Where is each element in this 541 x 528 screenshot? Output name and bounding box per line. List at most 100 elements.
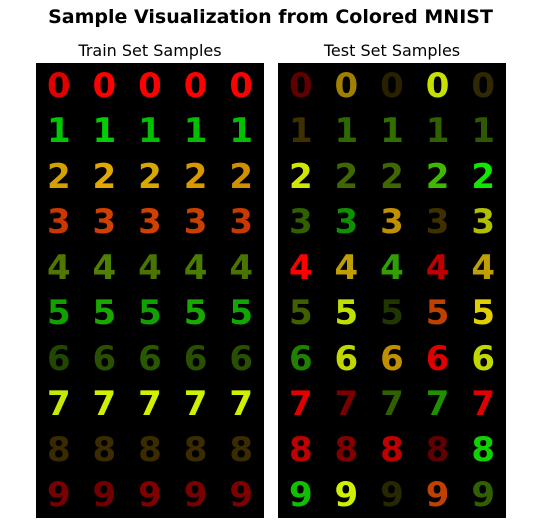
train-panel-title: Train Set Samples (78, 41, 222, 60)
digit-sample-test: 9 (288, 475, 313, 516)
digit-sample-test: 6 (380, 338, 404, 379)
digit-sample-train: 9 (46, 475, 71, 516)
digit-sample-train: 1 (183, 111, 208, 152)
digit-sample-train: 0 (92, 65, 117, 106)
digit-sample-train: 4 (229, 247, 254, 288)
digit-sample-test: 1 (334, 111, 359, 152)
digit-sample-train: 3 (92, 202, 117, 243)
digit-sample-train: 8 (183, 429, 208, 470)
digit-sample-train: 2 (138, 156, 162, 197)
digit-sample-test: 6 (425, 338, 450, 379)
digit-sample-test: 5 (425, 293, 450, 334)
digit-sample-train: 0 (229, 65, 254, 106)
digit-sample-train: 8 (229, 429, 254, 470)
digit-sample-test: 8 (471, 429, 496, 470)
digit-sample-test: 5 (334, 293, 359, 334)
digit-sample-train: 7 (138, 384, 162, 425)
digit-sample-train: 9 (92, 475, 117, 516)
digit-sample-test: 2 (471, 156, 496, 197)
digit-sample-test: 5 (380, 293, 404, 334)
digit-sample-train: 6 (229, 338, 254, 379)
digit-sample-test: 0 (288, 65, 313, 106)
digit-sample-test: 8 (425, 429, 450, 470)
digit-sample-test: 4 (425, 247, 450, 288)
digit-sample-test: 9 (334, 475, 359, 516)
digit-sample-train: 3 (138, 202, 162, 243)
digit-sample-train: 4 (138, 247, 162, 288)
digit-sample-train: 0 (46, 65, 71, 106)
digit-sample-train: 4 (183, 247, 208, 288)
digit-sample-test: 5 (471, 293, 496, 334)
digit-sample-test: 9 (471, 475, 496, 516)
digit-sample-test: 3 (288, 202, 313, 243)
digit-sample-train: 2 (92, 156, 117, 197)
digit-sample-test: 7 (334, 384, 359, 425)
digit-sample-train: 2 (183, 156, 208, 197)
digit-sample-train: 8 (92, 429, 117, 470)
digit-sample-test: 6 (334, 338, 359, 379)
digit-sample-train: 2 (46, 156, 71, 197)
digit-sample-train: 1 (138, 111, 162, 152)
digit-sample-train: 4 (46, 247, 71, 288)
digit-sample-test: 4 (380, 247, 404, 288)
digit-sample-test: 8 (288, 429, 313, 470)
digit-sample-test: 3 (334, 202, 359, 243)
digit-sample-test: 3 (380, 202, 404, 243)
digit-sample-train: 9 (183, 475, 208, 516)
digit-sample-test: 7 (380, 384, 404, 425)
digit-sample-test: 5 (288, 293, 313, 334)
test-panel-title: Test Set Samples (323, 41, 461, 60)
digit-sample-train: 1 (92, 111, 117, 152)
digit-sample-test: 6 (471, 338, 496, 379)
digit-sample-train: 9 (138, 475, 162, 516)
digit-sample-test: 4 (288, 247, 313, 288)
digit-sample-train: 0 (138, 65, 162, 106)
digit-sample-train: 3 (46, 202, 71, 243)
digit-sample-test: 8 (380, 429, 404, 470)
digit-sample-train: 6 (183, 338, 208, 379)
digit-sample-train: 6 (46, 338, 71, 379)
digit-sample-test: 1 (425, 111, 450, 152)
digit-sample-test: 7 (471, 384, 496, 425)
digit-sample-test: 7 (288, 384, 313, 425)
digit-sample-train: 8 (138, 429, 162, 470)
digit-sample-test: 6 (288, 338, 313, 379)
digit-sample-test: 4 (471, 247, 496, 288)
digit-sample-train: 7 (229, 384, 254, 425)
digit-sample-test: 3 (471, 202, 496, 243)
digit-sample-test: 0 (471, 65, 496, 106)
digit-sample-train: 8 (46, 429, 71, 470)
digit-sample-train: 4 (92, 247, 117, 288)
digit-sample-test: 9 (380, 475, 404, 516)
digit-sample-train: 6 (138, 338, 162, 379)
digit-sample-test: 1 (380, 111, 404, 152)
digit-sample-train: 3 (183, 202, 208, 243)
digit-sample-train: 1 (229, 111, 254, 152)
digit-sample-test: 8 (334, 429, 359, 470)
digit-sample-test: 0 (334, 65, 359, 106)
digit-sample-test: 2 (288, 156, 313, 197)
digit-sample-train: 9 (229, 475, 254, 516)
digit-sample-test: 2 (425, 156, 450, 197)
digit-sample-test: 4 (334, 247, 359, 288)
digit-sample-test: 2 (380, 156, 404, 197)
digit-sample-train: 5 (183, 293, 208, 334)
digit-sample-train: 3 (229, 202, 254, 243)
digit-sample-test: 7 (425, 384, 450, 425)
digit-sample-test: 0 (425, 65, 450, 106)
digit-sample-test: 2 (334, 156, 359, 197)
digit-sample-test: 0 (380, 65, 404, 106)
digit-sample-train: 7 (46, 384, 71, 425)
digit-sample-train: 5 (46, 293, 71, 334)
digit-sample-train: 7 (183, 384, 208, 425)
digit-sample-train: 5 (229, 293, 254, 334)
digit-sample-test: 3 (425, 202, 450, 243)
digit-sample-train: 5 (138, 293, 162, 334)
digit-sample-test: 9 (425, 475, 450, 516)
digit-sample-train: 5 (92, 293, 117, 334)
digit-sample-train: 7 (92, 384, 117, 425)
digit-sample-test: 1 (471, 111, 496, 152)
digit-sample-train: 6 (92, 338, 117, 379)
